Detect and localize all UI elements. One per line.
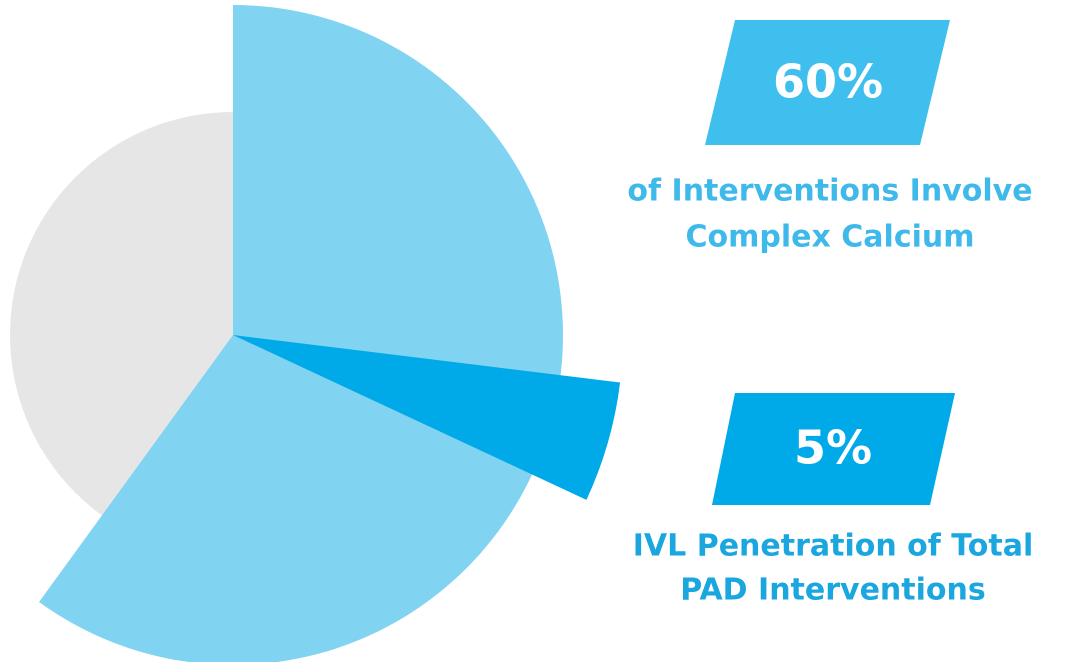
value-label: 5%: [794, 421, 872, 475]
description: PAD Interventions: [680, 573, 986, 608]
description: IVL Penetration of Total: [633, 529, 1033, 564]
value-badge: [705, 20, 950, 145]
pie-slice: [39, 5, 563, 662]
pie-slice: [233, 335, 621, 500]
description: of Interventions Involve: [627, 174, 1032, 209]
value-badge: [712, 393, 955, 505]
value-label: 60%: [773, 55, 883, 109]
description: Complex Calcium: [685, 220, 974, 255]
